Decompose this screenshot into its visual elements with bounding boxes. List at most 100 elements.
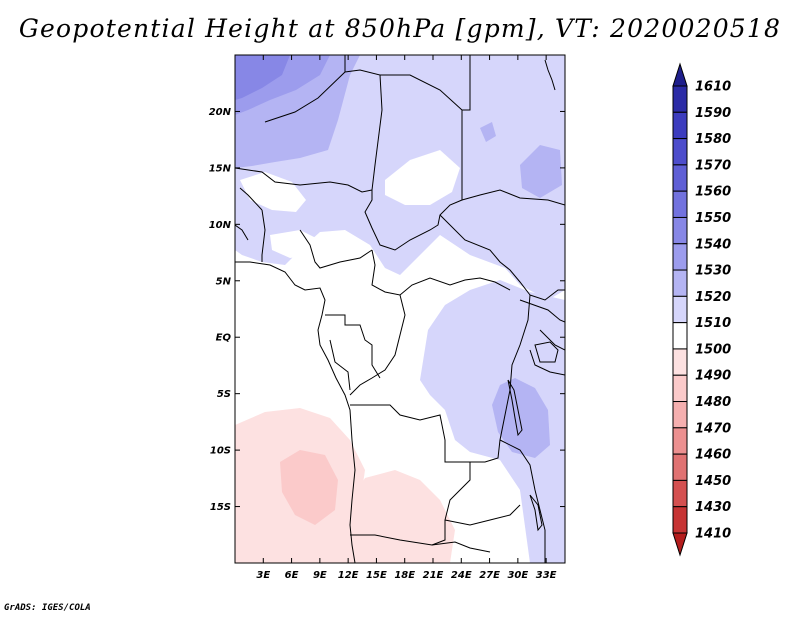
colorbar-box [672, 216, 688, 245]
lat-tick-label: 10N [209, 220, 232, 231]
border-7 [239, 187, 263, 211]
lon-tick-label: 9E [313, 570, 327, 581]
lon-tick-label: 21E [423, 570, 444, 581]
border-13 [529, 289, 565, 301]
border-14 [349, 294, 406, 396]
colorbar-bottom-arrow [672, 532, 688, 557]
colorbar-box [672, 190, 688, 218]
field-hole-north [385, 150, 460, 205]
border-24 [529, 349, 565, 376]
country-borders [235, 55, 565, 563]
colorbar-label: 1510 [695, 316, 731, 331]
lake-victoria [534, 341, 559, 363]
colorbar-label: 1610 [695, 80, 731, 95]
border-12 [461, 189, 565, 206]
coast-east [544, 59, 556, 91]
colorbar-label: 1550 [695, 211, 731, 226]
border-2 [264, 69, 383, 191]
colorbar-box [672, 479, 688, 508]
colorbar-label: 1410 [695, 527, 731, 542]
longitude-axis: 3E 6E 9E 12E 15E 18E 21E 24E 27E 30E 33E [256, 55, 557, 581]
colorbar-label: 1460 [695, 448, 731, 463]
lake-malawi [529, 494, 543, 532]
lat-tick-label: 10S [210, 446, 231, 457]
colorbar-box [672, 85, 688, 113]
field-1530-1540-east [492, 378, 550, 458]
colorbar-label: 1590 [695, 106, 731, 121]
border-19 [350, 534, 491, 553]
field-hole-nw [240, 172, 306, 212]
border-15 [325, 314, 381, 379]
colorbar-box [672, 295, 688, 324]
colorbar: 1610 1590 1580 1570 1560 1550 1540 1530 1520 1510… [672, 62, 731, 557]
field-hole-nc [270, 230, 320, 258]
colorbar-box [672, 427, 688, 455]
border-4 [380, 55, 471, 111]
field-1550-1560-north [235, 55, 290, 100]
map-frame [234, 54, 566, 564]
field-1500-1510-south2 [345, 470, 455, 563]
colorbar-label: 1470 [695, 421, 731, 436]
border-20 [444, 504, 521, 526]
lake-tanganyika [507, 379, 523, 437]
lon-tick-label: 12E [338, 570, 359, 581]
latitude-axis: 20N 15N 10N 5N EQ 5S 10S 15S [209, 107, 565, 513]
lat-tick-label: 20N [209, 107, 232, 118]
chart-title: Geopotential Height at 850hPa [gpm], VT:… [18, 14, 782, 43]
colorbar-box [672, 348, 688, 376]
colorbar-label: 1580 [695, 132, 731, 147]
colorbar-top-arrow [672, 62, 688, 87]
colorbar-box [672, 164, 688, 192]
border-23 [539, 329, 565, 351]
credit-label: GrADS: IGES/COLA [4, 603, 91, 613]
lon-tick-label: 30E [507, 570, 528, 581]
border-11 [439, 214, 531, 296]
lon-tick-label: 33E [536, 570, 557, 581]
lat-tick-label: EQ [216, 333, 232, 344]
border-21 [499, 439, 546, 563]
border-6 [261, 209, 266, 262]
border-1 [235, 167, 373, 193]
coastline-west [235, 261, 356, 563]
colorbar-label: 1480 [695, 395, 731, 410]
lon-tick-label: 3E [256, 570, 270, 581]
lat-tick-label: 15S [210, 502, 231, 513]
border-17 [450, 294, 531, 463]
colorbar-label: 1500 [695, 342, 731, 357]
lon-tick-label: 15E [366, 570, 387, 581]
colorbar-label: 1530 [695, 264, 731, 279]
field-1490-1500-south [280, 450, 338, 525]
lon-tick-label: 18E [394, 570, 415, 581]
lat-tick-label: 5N [216, 276, 232, 287]
border-5 [364, 110, 463, 251]
colorbar-box [672, 453, 688, 481]
border-10 [371, 249, 511, 296]
field-1530-1540-ne [520, 145, 562, 198]
colorbar-box [672, 138, 688, 166]
border-16 [329, 339, 351, 391]
height-field [235, 55, 565, 563]
colorbar-label: 1520 [695, 290, 731, 305]
border-22 [519, 299, 565, 323]
border-8 [235, 224, 249, 241]
colorbar-box [672, 506, 688, 534]
colorbar-box [672, 401, 688, 429]
colorbar-box [672, 269, 688, 297]
colorbar-label: 1490 [695, 369, 731, 384]
border-18 [350, 404, 471, 546]
colorbar-box [672, 111, 688, 140]
lon-tick-label: 27E [479, 570, 500, 581]
colorbar-label: 1450 [695, 474, 731, 489]
colorbar-label: 1570 [695, 158, 731, 173]
colorbar-label: 1540 [695, 237, 731, 252]
lat-tick-label: 15N [209, 163, 232, 174]
colorbar-label: 1560 [695, 185, 731, 200]
colorbar-box [672, 374, 688, 403]
colorbar-box [672, 243, 688, 271]
field-1530-1540-ne2 [480, 122, 496, 142]
border-9 [299, 229, 373, 269]
colorbar-box [672, 322, 688, 350]
lon-tick-label: 6E [285, 570, 299, 581]
lat-tick-label: 5S [217, 389, 231, 400]
